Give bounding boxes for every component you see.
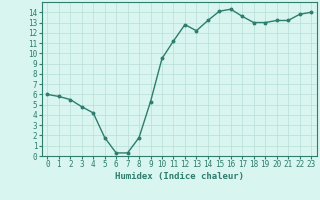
X-axis label: Humidex (Indice chaleur): Humidex (Indice chaleur): [115, 172, 244, 181]
